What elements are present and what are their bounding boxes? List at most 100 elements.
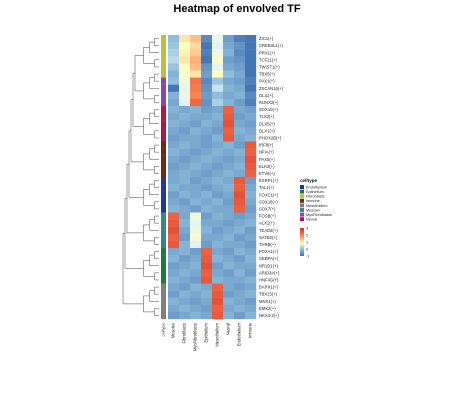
heatmap-cell [245,49,257,57]
legend-entry: Mesothelium [306,204,328,208]
row-label: CEBPA(+) [259,256,279,261]
heatmap-cell [223,42,235,50]
heatmap-cell [212,283,224,291]
annotation-cell [161,141,166,149]
annotation-cell [161,155,166,163]
heatmap-cell [212,91,224,100]
heatmap-cell [190,155,202,163]
heatmap-cell [190,56,202,64]
heatmap-cell [245,262,257,270]
heatmap-cell [179,240,191,249]
heatmap-cell [234,113,246,121]
heatmap-cell [201,155,213,163]
heatmap-cell [223,219,235,227]
legend-swatch [300,198,304,203]
heatmap-cell [223,113,235,121]
heatmap-cell [245,205,257,213]
legend-swatch [300,208,304,212]
annotation-cell [161,35,166,43]
heatmap-cell [223,276,235,284]
annotation-cell [161,240,166,249]
legend-swatch [300,212,304,217]
row-label: TLX3(+) [259,114,275,119]
heatmap-cell [190,304,202,313]
heatmap-cell [201,212,213,220]
heatmap-cell [168,91,180,100]
heatmap-cell [190,262,202,270]
heatmap-cell [234,169,246,178]
heatmap-cell [168,106,180,114]
heatmap-cell [234,127,246,135]
color-scale-tick: 3 [306,227,308,231]
annotation-cell [161,283,166,291]
heatmap-cell [212,169,224,178]
annotation-cell [161,290,166,298]
row-label: ETV6(+) [259,171,275,176]
heatmap-cell [168,49,180,57]
heatmap-cell [234,91,246,100]
heatmap-cell [179,205,191,213]
heatmap-cell [179,212,191,220]
heatmap-cell [234,106,246,114]
row-label: FOXC1(+) [259,192,279,197]
heatmap-cell [212,184,224,192]
heatmap-cell [190,255,202,263]
heatmap-cell [212,255,224,263]
heatmap-cell [234,98,246,107]
heatmap-cell [234,219,246,227]
heatmap-cell [223,49,235,57]
heatmap-cell [179,226,191,234]
row-label: TAL1(+) [259,185,275,190]
heatmap-cell [179,106,191,114]
annotation-cell [161,311,166,320]
row-label: NR1D1(+) [259,263,279,268]
heatmap-cell [234,184,246,192]
row-label: THRB(+) [259,242,276,247]
heatmap-cell [212,205,224,213]
heatmap-cell [168,255,180,263]
heatmap-cell [223,290,235,298]
column-label: Immune [248,322,253,338]
row-label: CREB3L1(+) [259,43,283,48]
heatmap-cell [179,127,191,135]
heatmap-cell [201,262,213,270]
row-label: HNF4G(+) [259,278,279,283]
heatmap-cell [201,276,213,284]
heatmap-cell [212,56,224,64]
legend-swatch [300,189,304,194]
legend-entry: Muscles [306,208,320,212]
heatmap-cell [168,77,180,85]
heatmap-cell [179,255,191,263]
heatmap-cell [190,42,202,50]
heatmap-cell [245,184,257,192]
heatmap-cell [168,113,180,121]
heatmap-cell [168,304,180,313]
heatmap-cell [245,56,257,64]
heatmap-cell [234,70,246,78]
heatmap-cell [179,56,191,64]
heatmap-cell [201,106,213,114]
annotation-cell [161,127,166,135]
heatmap-cell [201,226,213,234]
heatmap-cell [168,276,180,284]
heatmap-cell [223,134,235,142]
heatmap-cell [245,283,257,291]
heatmap-cell [212,155,224,163]
heatmap-cell [168,98,180,107]
heatmap-cell [245,148,257,156]
heatmap-cell [201,177,213,185]
heatmap-cell [223,148,235,156]
heatmap-cell [245,219,257,227]
heatmap-cell [201,98,213,107]
annotation-cell [161,262,166,270]
heatmap-cell [212,35,224,43]
heatmap-cell [201,77,213,85]
heatmap-cell [212,304,224,313]
heatmap-cell [168,191,180,199]
annotation-cell [161,169,166,178]
heatmap-cell [201,219,213,227]
legend-swatch [300,217,304,222]
heatmap-cell [190,84,202,92]
row-label: RUNX2(+) [259,100,279,105]
